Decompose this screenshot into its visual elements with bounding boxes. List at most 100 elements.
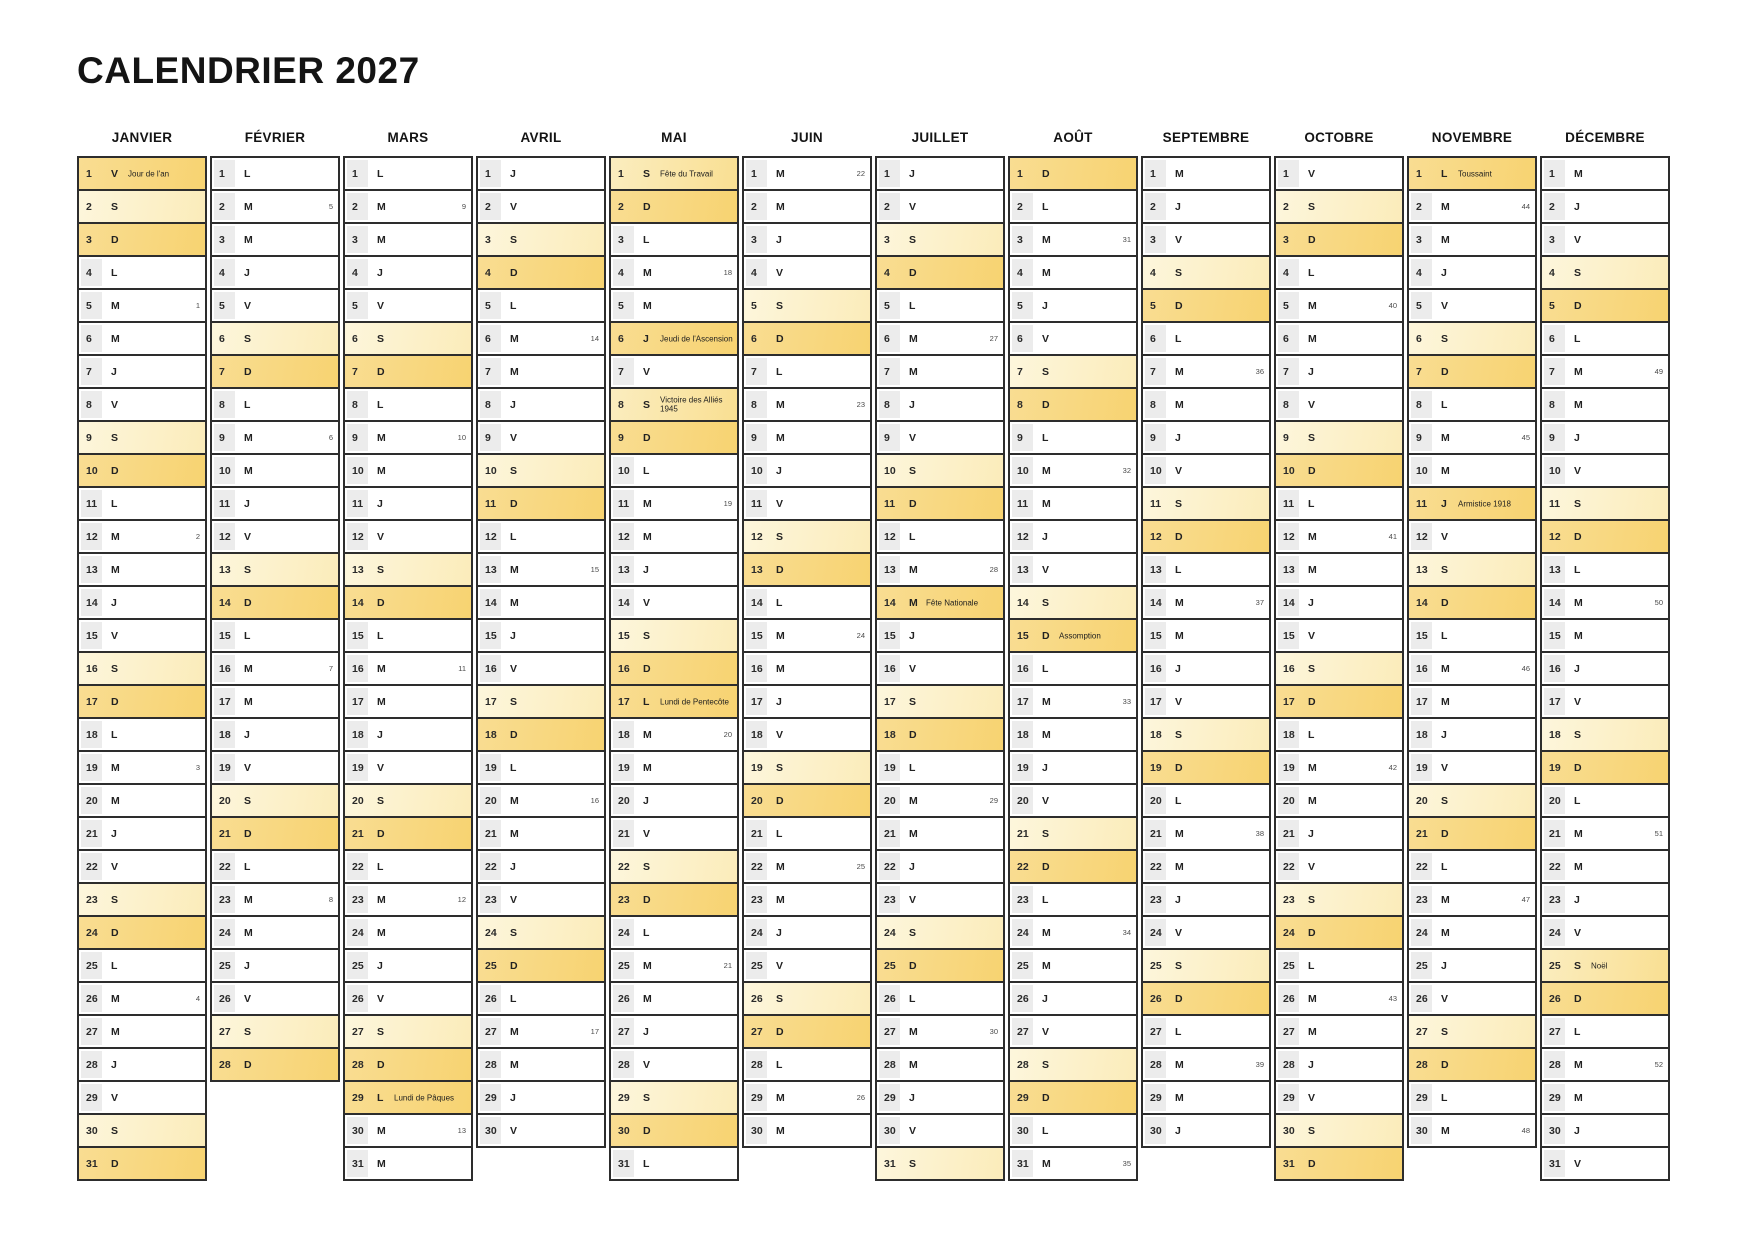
day-cell: 30 V xyxy=(875,1113,1005,1148)
day-number: 1 xyxy=(347,160,368,187)
day-number: 27 xyxy=(1416,1025,1428,1038)
weekday-letter: L xyxy=(1042,200,1049,213)
day-number: 28 xyxy=(1416,1058,1428,1071)
weekday-letter: V xyxy=(1308,398,1316,411)
week-number: 35 xyxy=(1122,1159,1131,1168)
weekday-letter: D xyxy=(377,365,385,378)
day-cell: 23 D xyxy=(609,882,739,917)
day-number: 9 xyxy=(347,424,368,451)
day-number: 7 xyxy=(1544,358,1565,385)
day-cell: 22 L xyxy=(1407,849,1537,884)
day-number: 31 xyxy=(613,1150,634,1177)
day-cell: 21 M 51 xyxy=(1540,816,1670,851)
weekday-letter: J xyxy=(377,266,383,279)
day-number: 28 xyxy=(1145,1051,1166,1078)
month-header: DÉCEMBRE xyxy=(1565,130,1645,145)
week-number: 21 xyxy=(723,961,732,970)
day-number: 21 xyxy=(219,827,231,840)
day-number: 20 xyxy=(1012,787,1033,814)
day-cell: 31 D xyxy=(77,1146,207,1181)
weekday-letter: L xyxy=(1308,728,1315,741)
day-cell: 21 D xyxy=(343,816,473,851)
week-number: 45 xyxy=(1521,433,1530,442)
day-number: 18 xyxy=(1150,728,1162,741)
day-number: 29 xyxy=(480,1084,501,1111)
day-cell: 18 J xyxy=(1407,717,1537,752)
weekday-letter: J xyxy=(510,860,516,873)
day-number: 13 xyxy=(613,556,634,583)
weekday-letter: L xyxy=(111,728,118,741)
day-number: 12 xyxy=(1411,523,1432,550)
weekday-letter: S xyxy=(111,662,119,675)
holiday-label: Jeudi de l'Ascension xyxy=(660,333,733,343)
weekday-letter: L xyxy=(377,167,384,180)
weekday-letter: L xyxy=(643,233,650,246)
day-cell: 12 V xyxy=(1407,519,1537,554)
month-column-août: AOÛT 1 D 2 L 3 M 31 4 M 5 J 6 V 7 S 8 D 9 L 10 M 32 11 M 12 J 13 V 14… xyxy=(1008,112,1138,1181)
weekday-letter: S xyxy=(377,332,385,345)
day-number: 7 xyxy=(352,365,358,378)
weekday-letter: V xyxy=(643,596,651,609)
weekday-letter: M xyxy=(111,761,120,774)
day-cell: 30 S xyxy=(1274,1113,1404,1148)
day-number: 17 xyxy=(1283,695,1295,708)
weekday-letter: V xyxy=(1574,464,1582,477)
day-number: 29 xyxy=(81,1084,102,1111)
weekday-letter: V xyxy=(1042,332,1050,345)
day-cell: 25 M xyxy=(1008,948,1138,983)
day-number: 23 xyxy=(1145,886,1166,913)
weekday-letter: S xyxy=(244,563,252,576)
weekday-letter: J xyxy=(111,365,117,378)
week-number: 17 xyxy=(590,1027,599,1036)
day-number: 5 xyxy=(1549,299,1555,312)
day-cell: 14 M 37 xyxy=(1141,585,1271,620)
weekday-letter: J xyxy=(643,332,649,345)
day-number: 4 xyxy=(746,259,767,286)
weekday-letter: D xyxy=(111,1157,119,1170)
weekday-letter: M xyxy=(643,266,652,279)
day-number: 5 xyxy=(214,292,235,319)
day-number: 6 xyxy=(480,325,501,352)
day-number: 16 xyxy=(347,655,368,682)
weekday-letter: S xyxy=(776,530,784,543)
weekday-letter: M xyxy=(510,1058,519,1071)
day-number: 9 xyxy=(86,431,92,444)
day-number: 23 xyxy=(347,886,368,913)
day-cell: 18 D xyxy=(875,717,1005,752)
day-cell: 27 M 17 xyxy=(476,1014,606,1049)
month-header: SEPTEMBRE xyxy=(1162,130,1250,145)
weekday-letter: M xyxy=(377,695,386,708)
day-cell: 24 S xyxy=(476,915,606,950)
day-number: 3 xyxy=(1544,226,1565,253)
day-cell: 29 J xyxy=(875,1080,1005,1115)
weekday-letter: L xyxy=(643,926,650,939)
day-cell: 17 J xyxy=(742,684,872,719)
weekday-letter: M xyxy=(1441,464,1450,477)
day-cell: 11 M 19 xyxy=(609,486,739,521)
day-number: 15 xyxy=(618,629,630,642)
weekday-letter: M xyxy=(244,233,253,246)
day-number: 11 xyxy=(1278,490,1299,517)
day-cell: 27 S xyxy=(343,1014,473,1049)
day-cell: 27 L xyxy=(1540,1014,1670,1049)
day-cell: 10 D xyxy=(1274,453,1404,488)
day-number: 16 xyxy=(879,655,900,682)
day-cell: 28 M 52 xyxy=(1540,1047,1670,1082)
weekday-letter: J xyxy=(1574,893,1580,906)
day-cell: 14 D xyxy=(343,585,473,620)
day-number: 21 xyxy=(1017,827,1029,840)
weekday-letter: M xyxy=(1574,629,1583,642)
weekday-letter: S xyxy=(1441,794,1449,807)
day-cell: 30 L xyxy=(1008,1113,1138,1148)
weekday-letter: J xyxy=(776,926,782,939)
day-number: 2 xyxy=(86,200,92,213)
day-cell: 20 M xyxy=(1274,783,1404,818)
